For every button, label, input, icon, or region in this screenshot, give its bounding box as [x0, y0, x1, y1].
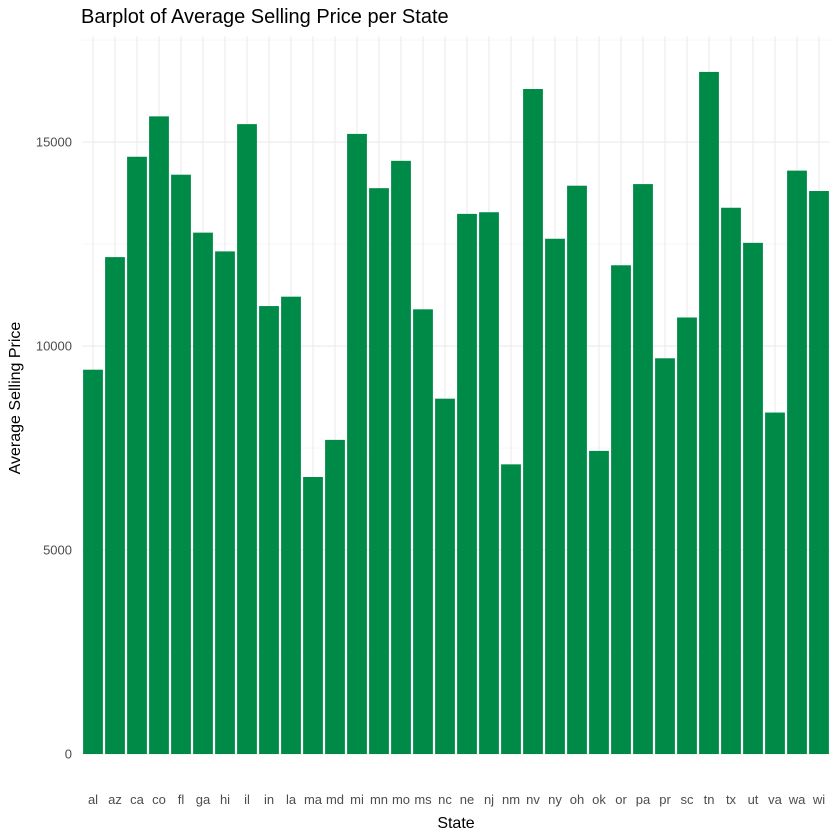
bar-mn: [369, 188, 389, 754]
x-tick-label: tx: [726, 792, 737, 807]
x-tick-label: or: [615, 792, 627, 807]
bar-va: [765, 412, 785, 754]
x-tick-label: mn: [370, 792, 388, 807]
x-tick-label: ut: [748, 792, 759, 807]
x-tick-label: ga: [196, 792, 211, 807]
y-tick-label: 0: [65, 747, 72, 762]
x-tick-label: nm: [502, 792, 520, 807]
x-tick-label: co: [152, 792, 166, 807]
bar-co: [149, 116, 169, 754]
x-tick-label: ny: [548, 792, 562, 807]
y-tick-label: 10000: [36, 339, 72, 354]
chart-title: Barplot of Average Selling Price per Sta…: [81, 6, 449, 28]
y-tick-label: 15000: [36, 135, 72, 150]
bar-ok: [589, 450, 609, 754]
bar-ne: [457, 213, 477, 755]
x-tick-label: al: [88, 792, 98, 807]
bar-pr: [655, 358, 675, 754]
x-tick-label: ma: [304, 792, 323, 807]
x-tick-label: nv: [526, 792, 540, 807]
x-tick-label: fl: [178, 792, 185, 807]
bar-tx: [721, 207, 741, 754]
x-tick-label: va: [768, 792, 783, 807]
x-tick-label: hi: [220, 792, 230, 807]
bar-ut: [743, 242, 763, 755]
x-tick-label: pr: [659, 792, 671, 807]
x-tick-label: wa: [788, 792, 806, 807]
bar-ca: [127, 156, 147, 755]
bar-fl: [171, 174, 191, 755]
bar-wi: [809, 191, 829, 755]
bar-or: [611, 265, 631, 754]
y-tick-label: 5000: [43, 543, 72, 558]
x-tick-label: wi: [812, 792, 825, 807]
x-tick-label: ca: [130, 792, 145, 807]
x-tick-label: az: [108, 792, 122, 807]
y-axis-title: Average Selling Price: [7, 322, 24, 475]
bar-az: [105, 257, 125, 754]
x-tick-label: in: [264, 792, 274, 807]
bar-oh: [567, 185, 587, 755]
x-axis-ticks: al az ca co fl ga hi il in la ma md mi mn mo ms nc ne nj nm…: [88, 792, 825, 807]
x-tick-label: ok: [592, 792, 606, 807]
bar-nm: [501, 464, 521, 754]
x-tick-label: md: [326, 792, 344, 807]
x-tick-label: la: [286, 792, 297, 807]
x-tick-label: mi: [350, 792, 364, 807]
bar-nj: [479, 212, 499, 755]
bar-la: [281, 296, 301, 754]
bar-nv: [523, 89, 543, 755]
bar-mo: [391, 160, 411, 754]
x-tick-label: mo: [392, 792, 410, 807]
bar-nc: [435, 398, 455, 754]
x-tick-label: ne: [460, 792, 474, 807]
x-axis-title: State: [437, 815, 474, 832]
bar-ma: [303, 476, 323, 754]
bar-in: [259, 306, 279, 754]
bar-sc: [677, 317, 697, 754]
bar-md: [325, 439, 345, 754]
x-tick-label: nc: [438, 792, 452, 807]
bar-pa: [633, 184, 653, 754]
bar-il: [237, 124, 257, 755]
bar-hi: [215, 251, 235, 754]
x-tick-label: tn: [704, 792, 715, 807]
bar-mi: [347, 133, 367, 755]
bar-al: [83, 369, 103, 754]
x-tick-label: sc: [681, 792, 695, 807]
x-tick-label: ms: [414, 792, 432, 807]
bars: [83, 71, 829, 755]
bar-ga: [193, 232, 213, 754]
bar-ms: [413, 309, 433, 754]
y-axis-ticks: 0 5000 10000 15000: [36, 135, 72, 762]
bar-tn: [699, 71, 719, 754]
x-tick-label: pa: [636, 792, 651, 807]
x-tick-label: il: [244, 792, 250, 807]
x-tick-label: oh: [570, 792, 584, 807]
x-tick-label: nj: [484, 792, 494, 807]
bar-wa: [787, 170, 807, 754]
bar-ny: [545, 238, 565, 754]
